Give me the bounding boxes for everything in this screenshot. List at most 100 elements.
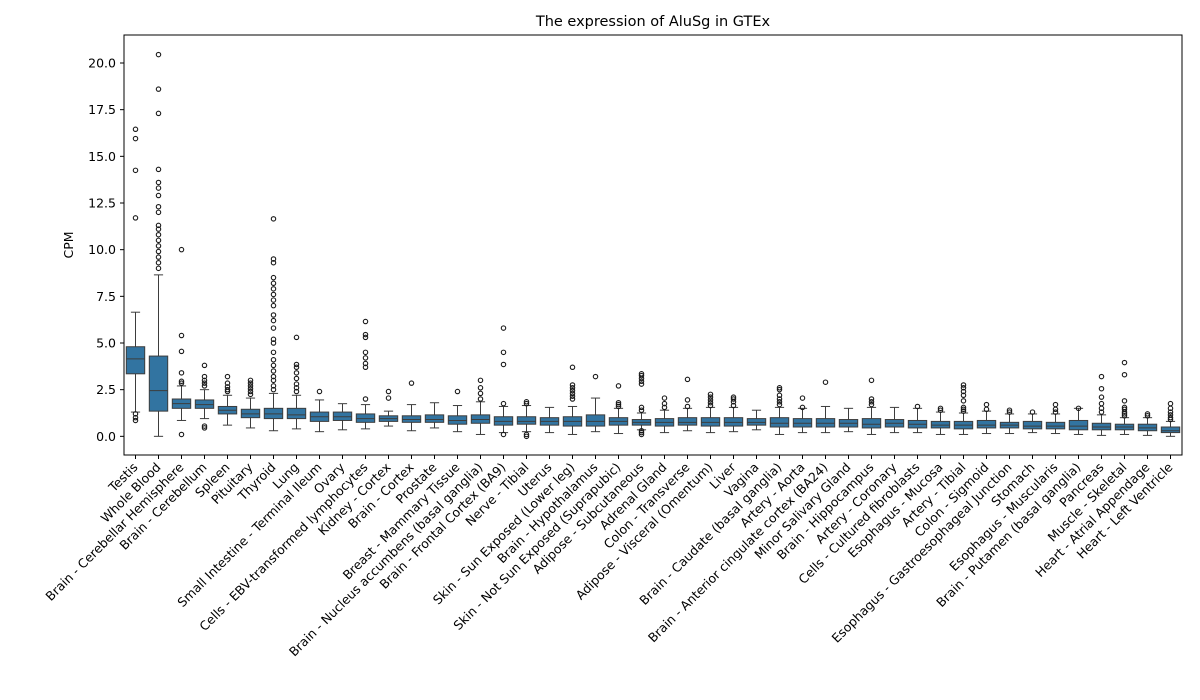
outlier-point bbox=[270, 325, 277, 331]
outlier-point bbox=[224, 386, 231, 393]
outlier-point bbox=[707, 402, 714, 409]
outlier-point bbox=[201, 377, 208, 384]
box-29 bbox=[792, 395, 813, 434]
outlier-point bbox=[615, 399, 622, 406]
outlier-point bbox=[500, 361, 507, 368]
outlier-point bbox=[477, 385, 484, 391]
outlier-point bbox=[247, 377, 254, 384]
box-34 bbox=[907, 403, 928, 434]
outlier-point bbox=[362, 355, 369, 361]
y-tick-label: 17.5 bbox=[88, 102, 116, 117]
outlier-point bbox=[155, 51, 162, 58]
outlier-point bbox=[1098, 373, 1105, 380]
outlier-point bbox=[523, 433, 530, 440]
outlier-point bbox=[155, 226, 162, 232]
outlier-point bbox=[362, 331, 369, 338]
outlier-point bbox=[270, 291, 277, 298]
outlier-point bbox=[684, 397, 691, 403]
outlier-point bbox=[1052, 401, 1059, 408]
outlier-point bbox=[661, 404, 668, 411]
outlier-point bbox=[1006, 409, 1013, 415]
outlier-point bbox=[1167, 409, 1174, 415]
outlier-point bbox=[155, 231, 162, 238]
outlier-point bbox=[1121, 398, 1128, 404]
outlier-point bbox=[1121, 406, 1128, 413]
box-28 bbox=[769, 385, 790, 435]
outlier-point bbox=[569, 382, 576, 388]
y-tick-label: 10.0 bbox=[88, 242, 116, 257]
box-24 bbox=[677, 376, 698, 432]
outlier-point bbox=[293, 334, 300, 341]
outlier-point bbox=[155, 254, 162, 260]
outlier-point bbox=[293, 364, 300, 371]
box-13 bbox=[424, 402, 445, 429]
box-22 bbox=[631, 371, 652, 438]
outlier-point bbox=[500, 325, 507, 331]
box-35 bbox=[930, 405, 951, 435]
outlier-point bbox=[960, 392, 967, 399]
outlier-point bbox=[293, 385, 300, 391]
outlier-point bbox=[1167, 400, 1174, 407]
outlier-point bbox=[132, 414, 139, 421]
outlier-point bbox=[247, 385, 254, 392]
outlier-point bbox=[1029, 409, 1036, 415]
y-tick-label: 12.5 bbox=[88, 196, 116, 211]
outlier-point bbox=[799, 404, 806, 411]
outlier-point bbox=[776, 392, 783, 399]
box-15 bbox=[470, 377, 491, 435]
outlier-point bbox=[224, 380, 231, 386]
plot-frame bbox=[123, 34, 1183, 456]
outlier-point bbox=[1144, 413, 1151, 419]
outlier-point bbox=[1052, 406, 1059, 413]
outlier-point bbox=[270, 317, 277, 324]
outlier-point bbox=[178, 348, 185, 355]
outlier-point bbox=[316, 388, 323, 395]
box-44 bbox=[1137, 411, 1158, 436]
outlier-point bbox=[155, 203, 162, 210]
outlier-point bbox=[1098, 409, 1105, 415]
outlier-point bbox=[1167, 414, 1174, 421]
outlier-point bbox=[270, 312, 277, 318]
box-20 bbox=[585, 373, 606, 433]
outlier-point bbox=[201, 373, 208, 380]
box-4 bbox=[217, 373, 238, 426]
outlier-point bbox=[914, 403, 921, 410]
box-21 bbox=[608, 383, 629, 435]
outlier-point bbox=[155, 185, 162, 191]
box-iqr bbox=[585, 414, 606, 427]
outlier-point bbox=[569, 364, 576, 371]
outlier-point bbox=[1121, 371, 1128, 378]
outlier-point bbox=[960, 406, 967, 413]
outlier-point bbox=[155, 248, 162, 255]
outlier-point bbox=[868, 377, 875, 384]
outlier-point bbox=[661, 395, 668, 401]
y-tick-label: 2.5 bbox=[96, 382, 116, 397]
outlier-point bbox=[155, 237, 162, 244]
y-tick-label: 7.5 bbox=[96, 289, 116, 304]
outlier-point bbox=[477, 377, 484, 384]
outlier-point bbox=[270, 368, 277, 374]
outlier-point bbox=[776, 385, 783, 391]
box-0 bbox=[125, 126, 146, 424]
box-iqr bbox=[1022, 420, 1043, 430]
outlier-point bbox=[247, 380, 254, 386]
outlier-point bbox=[270, 274, 277, 281]
outlier-point bbox=[500, 400, 507, 407]
outlier-point bbox=[247, 383, 254, 389]
outlier-point bbox=[132, 135, 139, 142]
outlier-point bbox=[960, 382, 967, 388]
outlier-point bbox=[615, 403, 622, 410]
outlier-point bbox=[799, 395, 806, 401]
box-iqr bbox=[286, 407, 307, 420]
outlier-point bbox=[569, 390, 576, 397]
outlier-point bbox=[132, 411, 139, 417]
outlier-point bbox=[1098, 400, 1105, 407]
outlier-point bbox=[270, 357, 277, 363]
outlier-point bbox=[362, 349, 369, 356]
outlier-point bbox=[155, 265, 162, 272]
outlier-point bbox=[270, 216, 277, 222]
box-25 bbox=[700, 391, 721, 434]
outlier-point bbox=[868, 399, 875, 405]
